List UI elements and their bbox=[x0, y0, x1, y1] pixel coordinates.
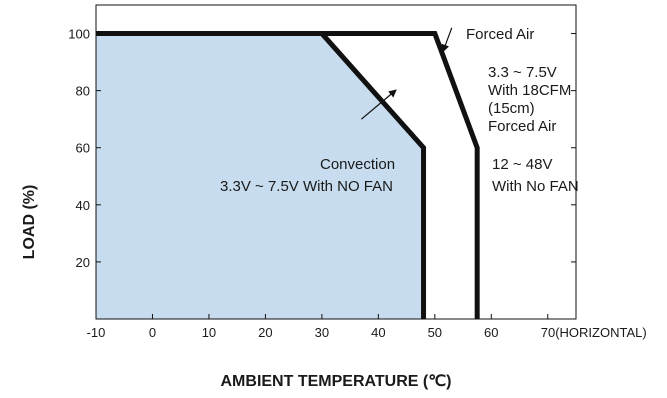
x-tick-label: 60 bbox=[484, 325, 498, 340]
annotation-forced-air-text: Forced Air bbox=[466, 26, 534, 43]
y-tick-label: 80 bbox=[76, 84, 90, 99]
y-tick-label: 20 bbox=[76, 255, 90, 270]
y-axis-ticks: 20 40 60 80 100 bbox=[68, 27, 576, 270]
annotation-convection-arrow bbox=[361, 89, 397, 120]
x-axis-title: AMBIENT TEMPERATURE (℃) bbox=[221, 373, 452, 390]
y-axis-title: LOAD (%) bbox=[21, 185, 38, 260]
annotation-forced-air-arrow bbox=[441, 27, 453, 53]
plot-frame bbox=[95, 4, 577, 320]
annotation-no-fan-line-2: With No FAN bbox=[492, 178, 579, 195]
annotation-convection-line-2: 3.3V ~ 7.5V With NO FAN bbox=[220, 178, 393, 195]
x-tick-label: 70(HORIZONTAL) bbox=[541, 325, 647, 340]
annotation-spec-line-2: With 18CFM bbox=[488, 82, 571, 99]
x-tick-label: 30 bbox=[315, 325, 329, 340]
annotation-spec-line-4: Forced Air bbox=[488, 118, 556, 135]
x-tick-label: 0 bbox=[149, 325, 156, 340]
forced-air-curve bbox=[96, 31, 480, 319]
x-tick-label: 10 bbox=[202, 325, 216, 340]
y-tick-label: 100 bbox=[68, 27, 90, 42]
annotation-convection-line-1: Convection bbox=[320, 156, 395, 173]
x-axis-ticks: -10 0 10 20 30 40 50 60 70(HORIZONTAL) bbox=[87, 314, 647, 340]
x-tick-label: 50 bbox=[428, 325, 442, 340]
annotation-spec-line-1: 3.3 ~ 7.5V bbox=[488, 64, 557, 81]
convection-area bbox=[96, 33, 424, 319]
annotation-convection: Convection 3.3V ~ 7.5V With NO FAN bbox=[220, 89, 397, 195]
annotation-forced-air-spec: 3.3 ~ 7.5V With 18CFM (15cm) Forced Air bbox=[488, 64, 571, 135]
annotation-no-fan: 12 ~ 48V With No FAN bbox=[492, 156, 579, 195]
y-tick-label: 60 bbox=[76, 141, 90, 156]
x-tick-label: 40 bbox=[371, 325, 385, 340]
y-tick-label: 40 bbox=[76, 198, 90, 213]
annotation-spec-line-3: (15cm) bbox=[488, 100, 535, 117]
annotation-no-fan-line-1: 12 ~ 48V bbox=[492, 156, 552, 173]
x-tick-label: 20 bbox=[258, 325, 272, 340]
x-tick-label: -10 bbox=[87, 325, 106, 340]
plot-area bbox=[96, 31, 480, 319]
annotation-forced-air: Forced Air bbox=[441, 26, 534, 53]
